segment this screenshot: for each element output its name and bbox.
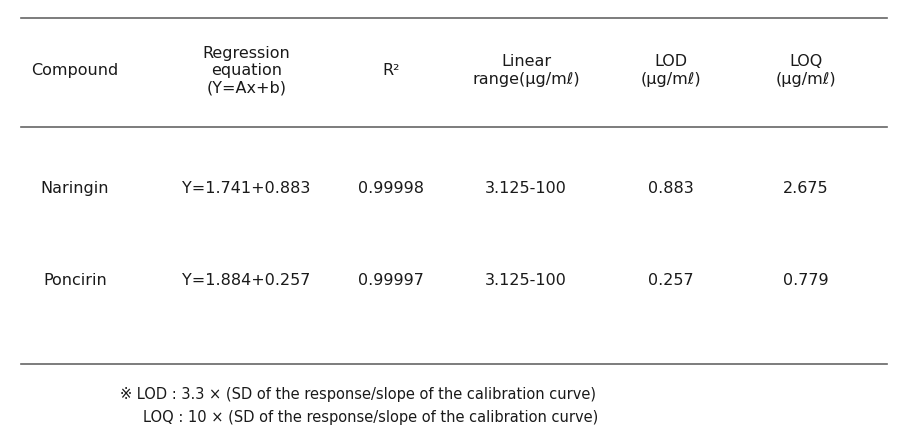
Text: Compound: Compound <box>32 63 119 78</box>
Text: Linear
range(μg/mℓ): Linear range(μg/mℓ) <box>472 54 580 87</box>
Text: R²: R² <box>382 63 400 78</box>
Text: LOD
(μg/mℓ): LOD (μg/mℓ) <box>640 54 701 87</box>
Text: ※ LOD : 3.3 × (SD of the response/slope of the calibration curve): ※ LOD : 3.3 × (SD of the response/slope … <box>120 387 596 402</box>
Text: 3.125-100: 3.125-100 <box>485 273 568 288</box>
Text: Regression
equation
(Y=Ax+b): Regression equation (Y=Ax+b) <box>202 46 291 96</box>
Text: LOQ
(μg/mℓ): LOQ (μg/mℓ) <box>775 54 836 87</box>
Text: 2.675: 2.675 <box>783 181 829 196</box>
Text: Y=1.741+0.883: Y=1.741+0.883 <box>183 181 311 196</box>
Text: LOQ : 10 × (SD of the response/slope of the calibration curve): LOQ : 10 × (SD of the response/slope of … <box>143 410 597 425</box>
Text: 3.125-100: 3.125-100 <box>485 181 568 196</box>
Text: 0.883: 0.883 <box>647 181 694 196</box>
Text: Naringin: Naringin <box>41 181 109 196</box>
Text: 0.99998: 0.99998 <box>358 181 424 196</box>
Text: 0.779: 0.779 <box>783 273 829 288</box>
Text: Y=1.884+0.257: Y=1.884+0.257 <box>183 273 311 288</box>
Text: Poncirin: Poncirin <box>43 273 107 288</box>
Text: 0.257: 0.257 <box>647 273 694 288</box>
Text: 0.99997: 0.99997 <box>358 273 424 288</box>
